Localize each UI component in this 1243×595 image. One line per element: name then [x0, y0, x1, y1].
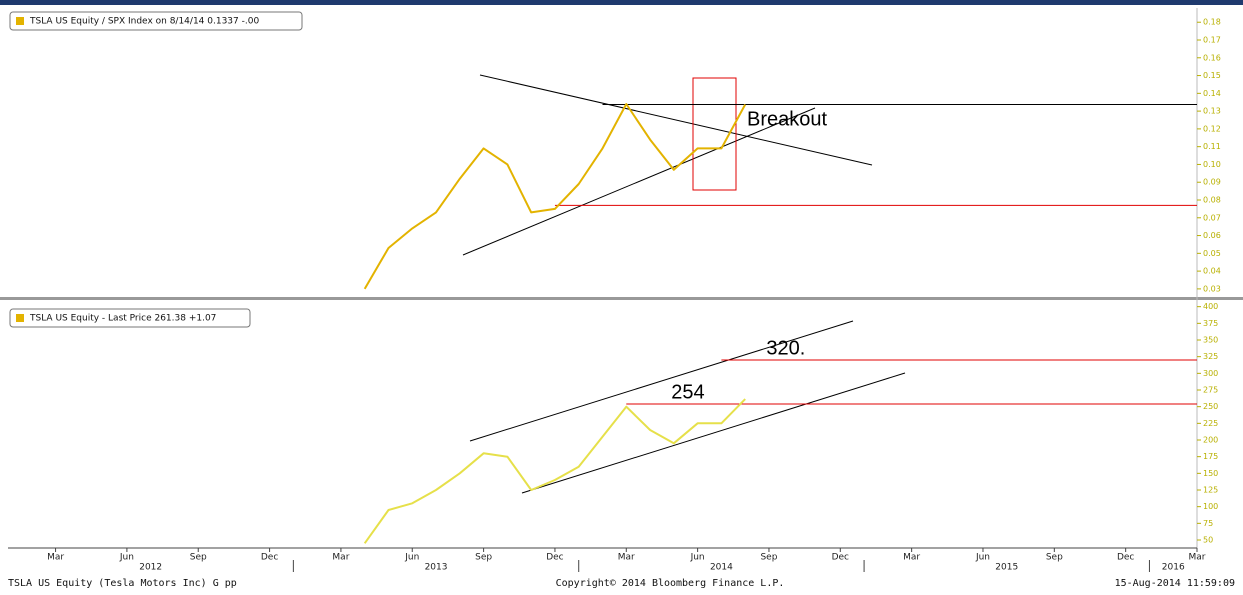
y-tick-label: 0.04 — [1203, 267, 1221, 276]
x-tick-label: Dec — [546, 553, 563, 563]
y-tick-label: 0.05 — [1203, 249, 1221, 258]
y-tick-label: 0.14 — [1203, 89, 1221, 98]
y-tick-label: 50 — [1203, 536, 1213, 545]
y-tick-label: 275 — [1203, 386, 1218, 395]
x-tick-label: Jun — [975, 553, 990, 563]
y-tick-label: 0.09 — [1203, 178, 1221, 187]
year-label: 2014 — [710, 563, 733, 573]
y-tick-label: 0.12 — [1203, 124, 1221, 133]
channel-line — [521, 372, 906, 494]
series-line — [363, 103, 747, 290]
legend-text: TSLA US Equity / SPX Index on 8/14/14 0.… — [29, 17, 259, 27]
y-tick-label: 0.11 — [1203, 142, 1221, 151]
annotation: Breakout — [747, 108, 827, 130]
y-tick-label: 350 — [1203, 336, 1218, 345]
y-tick-label: 0.16 — [1203, 53, 1221, 62]
x-tick-label: Jun — [690, 553, 705, 563]
y-tick-label: 400 — [1203, 302, 1218, 311]
year-label: 2016 — [1162, 563, 1185, 573]
y-tick-label: 225 — [1203, 419, 1218, 428]
x-tick-label: Dec — [832, 553, 849, 563]
y-tick-label: 0.06 — [1203, 231, 1221, 240]
x-tick-label: Dec — [261, 553, 278, 563]
level-label: 254 — [671, 381, 704, 403]
x-tick-label: Mar — [332, 553, 349, 563]
x-tick-label: Jun — [404, 553, 419, 563]
y-tick-label: 200 — [1203, 436, 1218, 445]
x-tick-label: Mar — [1189, 553, 1206, 563]
y-tick-label: 250 — [1203, 402, 1218, 411]
year-label: 2015 — [995, 563, 1018, 573]
y-tick-label: 300 — [1203, 369, 1218, 378]
panel-divider — [0, 297, 1243, 300]
year-label: 2013 — [425, 563, 448, 573]
y-tick-label: 75 — [1203, 519, 1213, 528]
x-tick-label: Sep — [475, 553, 492, 563]
footer-center: Copyright© 2014 Bloomberg Finance L.P. — [556, 578, 785, 589]
x-tick-label: Mar — [618, 553, 635, 563]
trend-line — [462, 107, 816, 256]
legend-box — [9, 308, 251, 328]
highlight-box — [692, 77, 737, 191]
y-tick-label: 0.15 — [1203, 71, 1221, 80]
y-tick-label: 0.17 — [1203, 36, 1221, 45]
year-label: 2012 — [139, 563, 162, 573]
y-tick-label: 0.13 — [1203, 107, 1221, 116]
top-bar — [0, 0, 1243, 5]
level-label: 320. — [766, 337, 805, 359]
x-tick-label: Mar — [903, 553, 920, 563]
legend-swatch — [16, 314, 24, 322]
channel-line — [469, 320, 854, 442]
footer-left: TSLA US Equity (Tesla Motors Inc) G pp — [8, 578, 237, 589]
footer-right: 15-Aug-2014 11:59:09 — [1115, 578, 1235, 589]
y-tick-label: 325 — [1203, 352, 1218, 361]
y-tick-label: 175 — [1203, 452, 1218, 461]
x-tick-label: Sep — [1046, 553, 1063, 563]
legend-box — [9, 11, 303, 31]
y-tick-label: 100 — [1203, 502, 1218, 511]
x-tick-label: Sep — [190, 553, 207, 563]
y-tick-label: 0.03 — [1203, 284, 1221, 293]
trend-line — [479, 74, 873, 166]
legend-text: TSLA US Equity - Last Price 261.38 +1.07 — [29, 314, 216, 324]
x-tick-label: Sep — [760, 553, 777, 563]
y-tick-label: 150 — [1203, 469, 1218, 478]
y-tick-label: 125 — [1203, 486, 1218, 495]
x-tick-label: Jun — [119, 553, 134, 563]
series-line — [363, 398, 746, 544]
y-tick-label: 375 — [1203, 319, 1218, 328]
y-tick-label: 0.18 — [1203, 18, 1221, 27]
y-tick-label: 0.10 — [1203, 160, 1221, 169]
x-tick-label: Dec — [1117, 553, 1134, 563]
x-tick-label: Mar — [47, 553, 64, 563]
y-tick-label: 0.07 — [1203, 213, 1221, 222]
legend-swatch — [16, 17, 24, 25]
y-tick-label: 0.08 — [1203, 196, 1221, 205]
